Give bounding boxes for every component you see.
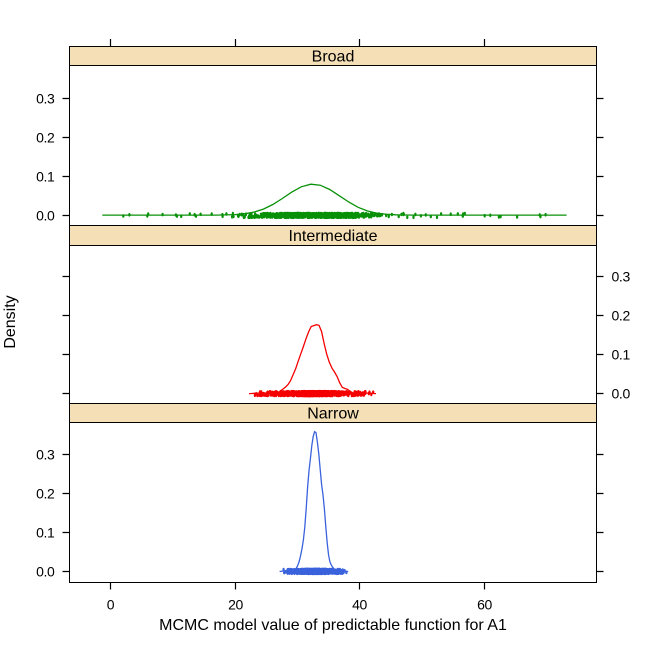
svg-text:Broad: Broad: [312, 49, 355, 66]
svg-text:0.3: 0.3: [36, 91, 55, 107]
svg-text:0.1: 0.1: [612, 347, 631, 363]
svg-text:0.1: 0.1: [36, 525, 55, 541]
svg-text:0.2: 0.2: [36, 130, 55, 146]
svg-text:Narrow: Narrow: [307, 406, 359, 423]
svg-text:0.3: 0.3: [36, 447, 55, 463]
svg-text:0: 0: [107, 597, 115, 613]
svg-text:Intermediate: Intermediate: [289, 228, 378, 245]
svg-text:0.2: 0.2: [36, 486, 55, 502]
svg-text:40: 40: [352, 597, 367, 613]
svg-text:0.3: 0.3: [612, 269, 631, 285]
svg-text:20: 20: [228, 597, 243, 613]
svg-text:0.0: 0.0: [36, 208, 55, 224]
svg-text:0.0: 0.0: [36, 564, 55, 580]
svg-text:0.2: 0.2: [612, 308, 631, 324]
svg-text:0.1: 0.1: [36, 169, 55, 185]
svg-text:60: 60: [477, 597, 492, 613]
svg-text:Density: Density: [2, 295, 19, 348]
svg-text:0.0: 0.0: [612, 386, 631, 402]
svg-text:MCMC model value of predictabl: MCMC model value of predictable function…: [159, 617, 507, 634]
